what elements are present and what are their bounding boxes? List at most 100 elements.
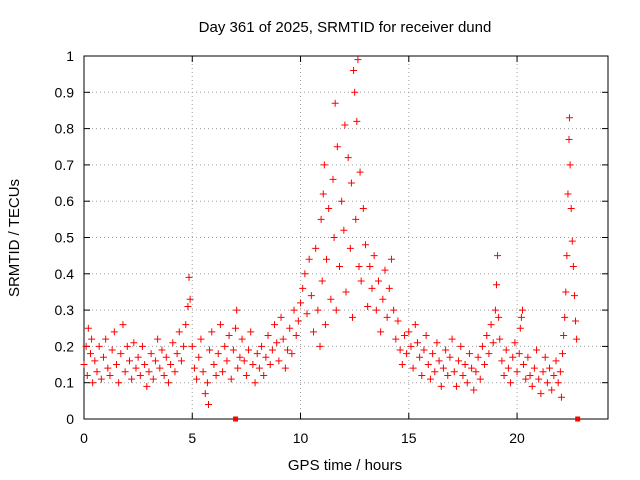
data-point — [346, 244, 354, 252]
data-point — [364, 302, 372, 310]
data-point — [258, 342, 266, 350]
y-tick-label: 0.1 — [55, 375, 75, 391]
data-point — [557, 393, 565, 401]
data-point — [125, 357, 133, 365]
data-point — [341, 121, 349, 129]
data-point — [219, 368, 227, 376]
x-axis-label: GPS time / hours — [288, 457, 402, 474]
data-point — [481, 361, 489, 369]
data-point — [97, 375, 105, 383]
data-point — [407, 342, 415, 350]
data-point — [305, 255, 313, 263]
data-point — [541, 353, 549, 361]
data-point — [403, 350, 411, 358]
data-point — [522, 375, 530, 383]
data-point — [117, 350, 125, 358]
data-point — [132, 364, 140, 372]
data-point — [188, 342, 196, 350]
data-point — [411, 321, 419, 329]
data-point — [422, 332, 430, 340]
data-point — [130, 339, 138, 347]
data-point — [223, 357, 231, 365]
y-tick-label: 0.4 — [55, 266, 75, 282]
data-point — [566, 161, 574, 169]
ticks: 00.10.20.30.40.50.60.70.80.910 5 10 15 20 — [55, 48, 608, 446]
data-point — [88, 335, 96, 343]
data-point — [390, 306, 398, 314]
data-point — [290, 306, 298, 314]
data-point — [444, 371, 452, 379]
data-point — [180, 342, 188, 350]
data-point — [203, 379, 211, 387]
x-tick-label: 5 — [188, 430, 196, 446]
data-point — [277, 313, 285, 321]
data-point — [495, 313, 503, 321]
data-point — [245, 346, 253, 354]
data-point — [452, 382, 460, 390]
data-point — [487, 321, 495, 329]
data-point — [356, 168, 364, 176]
data-point — [255, 364, 263, 372]
data-point — [509, 353, 517, 361]
axis-markers — [233, 416, 581, 422]
data-point — [465, 350, 473, 358]
data-point — [227, 375, 235, 383]
x-tick-label: 0 — [80, 430, 88, 446]
data-point — [279, 335, 287, 343]
data-point — [504, 364, 512, 372]
data-point — [91, 357, 99, 365]
data-point — [173, 350, 181, 358]
x-tick-label: 10 — [293, 430, 309, 446]
data-point — [323, 255, 331, 263]
data-point — [325, 204, 333, 212]
data-point — [333, 143, 341, 151]
data-point — [106, 371, 114, 379]
data-point — [396, 346, 404, 354]
data-point — [520, 361, 528, 369]
data-point — [83, 371, 91, 379]
data-point — [524, 353, 532, 361]
data-point — [247, 328, 255, 336]
data-point — [374, 277, 382, 285]
x-tick-label: 20 — [509, 430, 525, 446]
data-point — [102, 335, 110, 343]
data-point — [80, 361, 88, 369]
data-point — [565, 114, 573, 122]
data-point — [563, 252, 571, 260]
data-point — [238, 335, 246, 343]
data-point — [84, 324, 92, 332]
data-point — [292, 332, 300, 340]
data-point — [281, 364, 289, 372]
data-point — [169, 339, 177, 347]
data-point — [147, 350, 155, 358]
data-point — [546, 364, 554, 372]
data-point — [357, 277, 365, 285]
data-point — [138, 342, 146, 350]
data-point — [319, 190, 327, 198]
data-point — [216, 321, 224, 329]
data-point — [359, 204, 367, 212]
data-point — [317, 215, 325, 223]
data-point — [347, 179, 355, 187]
data-point — [284, 346, 292, 354]
data-point — [128, 375, 136, 383]
data-point — [533, 346, 541, 354]
data-point — [185, 273, 193, 281]
data-point — [573, 335, 581, 343]
data-point — [435, 357, 443, 365]
data-point — [184, 302, 192, 310]
data-point — [112, 361, 120, 369]
data-point — [561, 313, 569, 321]
data-point — [377, 328, 385, 336]
data-point — [405, 328, 413, 336]
data-point — [134, 353, 142, 361]
data-point — [351, 88, 359, 96]
data-point — [210, 361, 218, 369]
data-point — [511, 339, 519, 347]
data-point — [348, 313, 356, 321]
data-point — [99, 353, 107, 361]
data-point — [570, 292, 578, 300]
data-point — [294, 317, 302, 325]
data-point — [350, 67, 358, 75]
data-point — [321, 321, 329, 329]
